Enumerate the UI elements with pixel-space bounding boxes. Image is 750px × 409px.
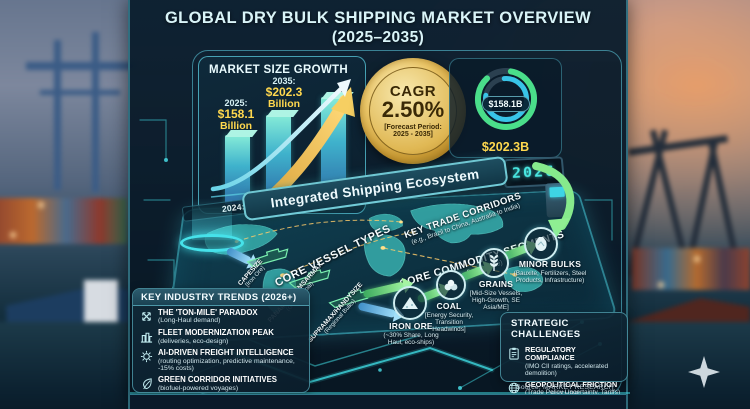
strategic-challenges-box: STRATEGIC CHALLENGES REGULATORY COMPLIAN… (500, 312, 628, 396)
iron-ore-detail: (~30% Share, Long Haul, eco-ships) (383, 331, 439, 346)
label-2035-unit: Billion (267, 98, 301, 111)
minor-bulks-node (524, 227, 558, 261)
label-2035-value: $202.3 (265, 85, 303, 100)
left-crane-boom (26, 62, 136, 70)
key-industry-trends-box: KEY INDUSTRY TRENDS (2026+) THE 'TON-MIL… (132, 288, 310, 393)
ring-end-value: $202.3B (481, 140, 530, 154)
challenge-regulatory-detail: (IMO CII ratings, accelerated demolition… (525, 362, 609, 377)
clipboard-icon (509, 347, 519, 360)
supramax-ship-icon (328, 289, 371, 309)
leaf-icon (143, 378, 152, 390)
iron-ore-node (393, 286, 427, 320)
title-line1: GLOBAL DRY BULK SHIPPING MARKET OVERVIEW (164, 9, 592, 27)
bottom-bar (130, 394, 626, 409)
page-title: GLOBAL DRY BULK SHIPPING MARKET OVERVIEW… (130, 9, 626, 47)
container-stacks-left (0, 198, 127, 244)
cagr-period-line1: [Forecast Period: (384, 123, 442, 131)
minerals-bag-icon (535, 236, 547, 251)
trend-ton-mile-detail: (Long-Haul demand) (158, 317, 221, 325)
left-crane-post (54, 40, 61, 190)
challenge-regulatory: REGULATORY COMPLIANCE (IMO CII ratings, … (501, 343, 627, 378)
trend-fleet-modernization-title: FLEET MODERNIZATION PEAK (158, 327, 274, 337)
label-2025-year: 2025: (224, 98, 248, 108)
growth-rings-panel: $158.1B $202.3B (449, 58, 562, 158)
crossed-arrows-icon (142, 311, 151, 321)
left-crane-post (92, 32, 99, 192)
ai-gear-icon (140, 350, 153, 362)
label-2025-value: $158.1 (217, 107, 255, 122)
ring-start-value: $158.1B (481, 96, 530, 112)
grains-name: GRAINS (478, 279, 514, 289)
market-size-growth-header: MARKET SIZE GROWTH (209, 64, 348, 76)
trend-green-corridor: GREEN CORRIDOR INITIATIVES (biofuel-powe… (133, 374, 309, 394)
trend-ai-freight: AI-DRIVEN FREIGHT INTELLIGENCE (routing … (133, 346, 309, 374)
challenge-regulatory-title: REGULATORY COMPLIANCE (525, 344, 576, 363)
cagr-label: CAGR (389, 83, 437, 100)
minor-bulks-detail: (Bauxite, Fertilizers, Steel Products, I… (513, 269, 587, 284)
label-2025: 2025: $158.1 Billion (213, 98, 259, 133)
trend-ton-mile: THE 'TON-MILE' PARADOX (Long-Haul demand… (133, 306, 309, 326)
challenge-geopolitical-title: GEOPOLITICAL FRICTION (525, 379, 618, 389)
panamax-ship-icon (288, 269, 331, 289)
globe-icon (508, 382, 520, 393)
trend-fleet-modernization-detail: (deliveries, eco-design) (158, 337, 229, 345)
left-crane-beam (40, 90, 120, 95)
cagr-medal-face: CAGR 2.50% [Forecast Period: 2025 - 2035… (369, 67, 457, 155)
capesize-ship-icon (246, 248, 289, 268)
challenge-geopolitical: GEOPOLITICAL FRICTION (Trade Policy Unce… (501, 378, 627, 397)
wheat-icon (490, 255, 498, 271)
minor-bulks-label: MINOR BULKS (Bauxite, Fertilizers, Steel… (512, 259, 588, 284)
map-to-minor-bulks-arrow (532, 162, 575, 238)
coal-name: COAL (436, 301, 462, 311)
label-2035: 2035: $202.3 Billion (261, 76, 307, 111)
minor-bulks-name: MINOR BULKS (518, 259, 582, 269)
ore-pile-icon (402, 297, 418, 309)
challenge-geopolitical-detail: (Trade Policy Uncertainty, Tariffs) (525, 389, 621, 397)
coal-icon (444, 279, 458, 290)
grains-label: GRAINS [Mid-Size Vessels, High-Growth, S… (464, 279, 528, 311)
trend-ai-freight-title: AI-DRIVEN FREIGHT INTELLIGENCE (158, 347, 294, 357)
cagr-period-line2: 2025 - 2035] (393, 130, 433, 138)
infographic-panel: GLOBAL DRY BULK SHIPPING MARKET OVERVIEW… (128, 0, 630, 409)
challenges-header: STRATEGIC CHALLENGES (511, 318, 581, 340)
trend-fleet-modernization: FLEET MODERNIZATION PEAK (deliveries, ec… (133, 326, 309, 346)
label-2025-unit: Billion (219, 120, 253, 133)
trends-header: KEY INDUSTRY TRENDS (2026+) (133, 289, 309, 306)
trend-ton-mile-title: THE 'TON-MILE' PARADOX (158, 307, 258, 317)
sparkle-icon (688, 356, 720, 388)
coal-detail: [Energy Security, Transition Headwinds] (424, 311, 474, 333)
shipyard-icon (140, 332, 153, 343)
iron-ore-label: IRON ORE (~30% Share, Long Haul, eco-shi… (380, 321, 442, 346)
title-line2: (2025–2035) (331, 29, 425, 46)
label-2035-year: 2035: (272, 76, 296, 86)
trend-green-corridor-title: GREEN CORRIDOR INITIATIVES (158, 375, 277, 385)
coal-label: COAL [Energy Security, Transition Headwi… (418, 301, 480, 333)
trend-ai-freight-detail: (routing optimization, predictive mainte… (158, 357, 295, 373)
cagr-value: 2.50% (381, 97, 445, 123)
holo-beam (192, 198, 232, 240)
trend-green-corridor-detail: (biofuel-powered voyages) (158, 385, 239, 393)
grains-node (479, 248, 509, 278)
coal-node (436, 270, 466, 300)
grains-detail: [Mid-Size Vessels, High-Growth, SE Asia/… (469, 289, 523, 311)
iron-ore-name: IRON ORE (389, 321, 433, 331)
container-stacks-right (632, 248, 750, 290)
